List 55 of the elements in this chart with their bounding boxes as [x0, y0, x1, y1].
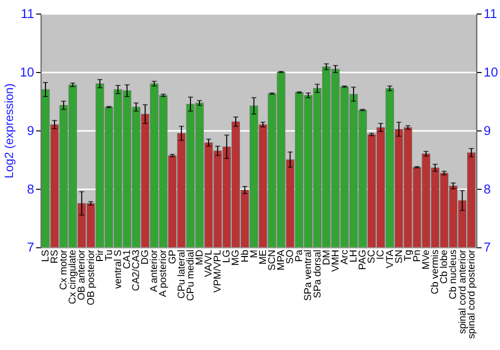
- x-tick-label: ME: [258, 249, 269, 265]
- x-tick-label: A posterior: [158, 249, 170, 297]
- x-tick-label: Tu: [104, 250, 115, 261]
- x-tick-label: MG: [230, 250, 242, 266]
- x-tick-label: Arc: [339, 250, 350, 265]
- x-tick-label: RS: [50, 249, 61, 264]
- y-tick-label: 10: [20, 64, 34, 80]
- x-tick-label: Pn: [412, 250, 423, 262]
- x-tick-label: Cx cingulate: [68, 249, 79, 304]
- x-tick-label: SC: [366, 250, 378, 264]
- y2-tick-label: 7: [484, 240, 491, 255]
- x-tick-label: Hb: [240, 249, 251, 262]
- x-tick-label: LG: [222, 250, 233, 263]
- x-tick-label: ventral S: [112, 249, 124, 289]
- x-tick-label: VPM/VPL: [212, 249, 224, 293]
- y2-tick-label: 8: [484, 181, 491, 196]
- x-tick-label: spinal cord anterior: [457, 249, 468, 334]
- x-tick-label: MPA: [276, 249, 288, 270]
- x-tick-label: OB posterior: [86, 249, 97, 306]
- x-tick-label: GP: [167, 249, 178, 264]
- x-tick-label: SPa dorsal: [312, 250, 324, 298]
- y2-tick-label: 11: [484, 6, 498, 22]
- x-tick-label: LS: [40, 249, 52, 262]
- x-tick-label: CA1: [122, 249, 134, 269]
- x-tick-label: CPu medial: [185, 250, 196, 301]
- x-tick-label: OB anterior: [76, 249, 88, 300]
- x-tick-label: spinal cord posterior: [466, 249, 478, 339]
- x-tick-label: Cb nucleus: [448, 250, 460, 300]
- y-axis-title: Log2 (expression): [2, 83, 16, 178]
- x-tick-label: SCN: [266, 250, 278, 271]
- x-tick-label: MVe: [421, 249, 432, 270]
- x-tick-label: VMH: [330, 250, 342, 272]
- x-tick-label: VTA: [384, 249, 396, 268]
- y2-tick-label: 9: [484, 122, 491, 138]
- x-tick-label: DG: [140, 250, 152, 265]
- x-tick-label: LH: [348, 250, 360, 262]
- x-tick-label: M: [248, 250, 260, 258]
- x-tick-label: DM: [321, 250, 332, 266]
- x-tick-label: Tg: [402, 250, 414, 262]
- y-tick-label: 8: [27, 181, 34, 196]
- x-tick-label: CA2/CA3: [131, 249, 142, 291]
- x-tick-label: MD: [194, 250, 206, 266]
- x-tick-label: SPa ventral: [303, 250, 314, 301]
- x-tick-label: PAG: [358, 250, 369, 270]
- x-tick-label: CPu lateral: [176, 250, 188, 299]
- x-tick-label: SO: [285, 249, 296, 264]
- y2-tick-label: 10: [484, 64, 498, 80]
- y-tick-label: 7: [27, 240, 34, 255]
- x-tick-label: IC: [376, 250, 387, 260]
- x-tick-label: A anterior: [149, 249, 160, 292]
- y-tick-label: 9: [27, 122, 34, 138]
- x-tick-label: SN: [394, 250, 405, 264]
- y-tick-label: 11: [20, 6, 34, 22]
- x-tick-label: Pir: [94, 249, 106, 262]
- x-tick-label: Cb lobe: [439, 249, 450, 284]
